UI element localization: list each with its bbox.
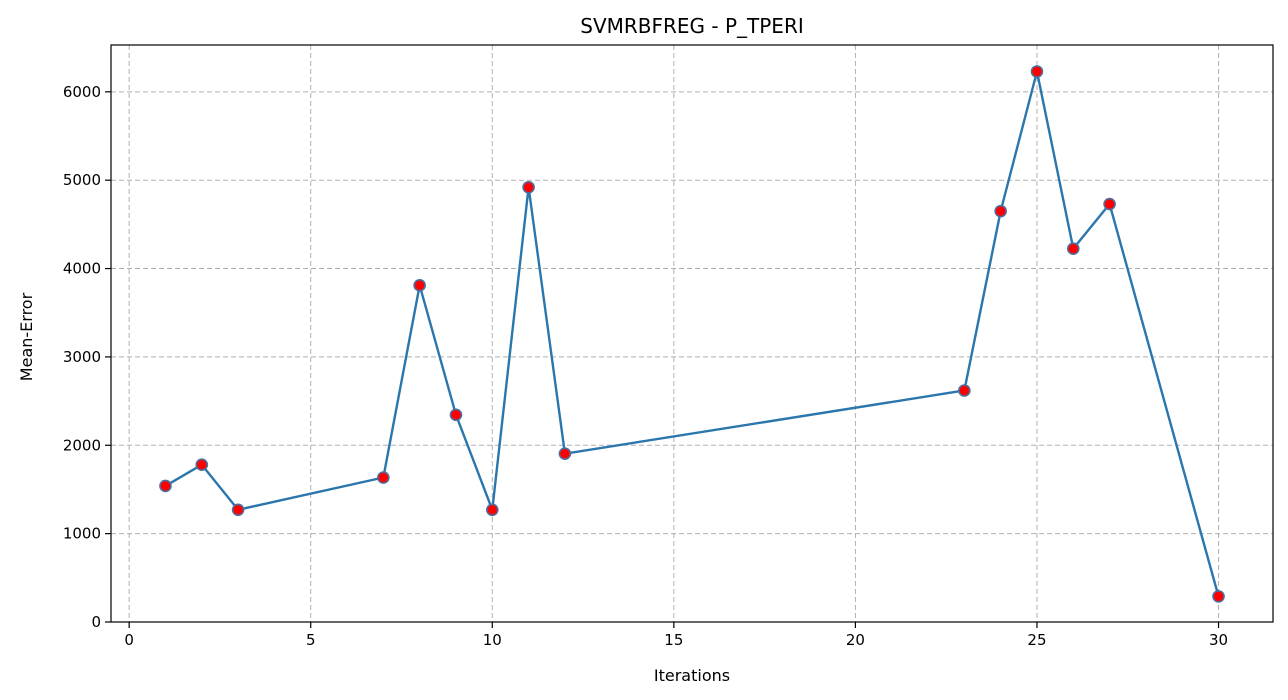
data-point xyxy=(994,204,1007,218)
data-point xyxy=(485,503,499,517)
data-point xyxy=(159,479,172,493)
y-tick-label: 2000 xyxy=(63,436,101,454)
y-tick-label: 0 xyxy=(91,613,101,631)
data-point xyxy=(958,384,971,397)
y-tick-label: 5000 xyxy=(63,171,101,189)
axis-ticks: 0 5 10 15 20 25 30 0 1000 2000 3000 4000 5000 6000 xyxy=(63,83,1228,649)
data-point xyxy=(231,503,245,517)
y-tick-label: 4000 xyxy=(63,260,101,278)
data-point xyxy=(1103,197,1116,211)
y-tick-label: 6000 xyxy=(63,83,101,101)
x-axis-label: Iterations xyxy=(654,666,730,685)
x-tick-label: 25 xyxy=(1027,631,1046,649)
x-tick-label: 5 xyxy=(306,631,316,649)
x-tick-label: 0 xyxy=(124,631,134,649)
x-tick-label: 30 xyxy=(1209,631,1228,649)
y-tick-label: 3000 xyxy=(63,348,101,366)
plot-frame xyxy=(110,44,1274,623)
data-point xyxy=(195,458,209,472)
y-axis-label: Mean-Error xyxy=(17,292,36,381)
x-tick-label: 10 xyxy=(483,631,502,649)
data-point xyxy=(377,471,390,484)
data-point xyxy=(1030,65,1044,78)
data-point xyxy=(558,447,572,460)
data-point xyxy=(413,279,426,292)
data-point xyxy=(1212,590,1225,603)
y-tick-label: 1000 xyxy=(63,525,101,543)
grid-lines xyxy=(111,45,1273,623)
series-line xyxy=(164,70,1220,597)
series-layer xyxy=(159,65,1225,603)
chart-title: SVMRBFREG - P_TPERI xyxy=(580,14,804,38)
data-point xyxy=(522,180,535,194)
data-point xyxy=(1066,242,1080,255)
x-tick-label: 15 xyxy=(664,631,683,649)
x-tick-label: 20 xyxy=(846,631,865,649)
data-point xyxy=(449,408,463,422)
